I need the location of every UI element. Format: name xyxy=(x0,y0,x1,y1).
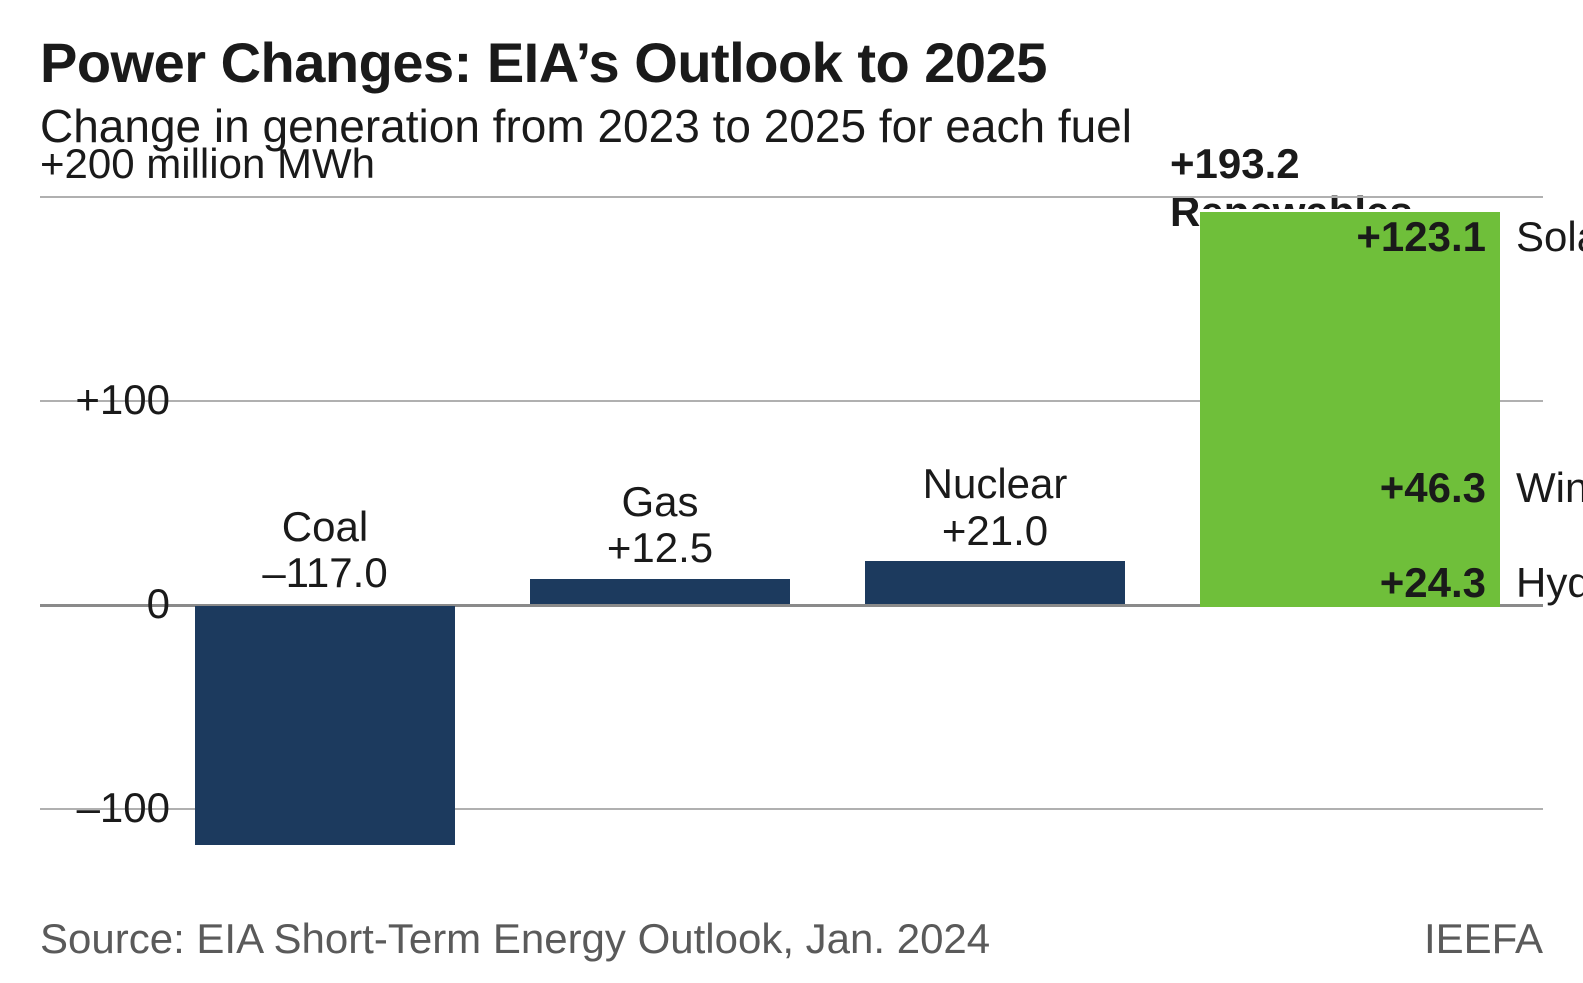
chart-title: Power Changes: EIA’s Outlook to 2025 xyxy=(40,30,1543,95)
y-tick-label: 0 xyxy=(40,580,170,628)
credit-text: IEEFA xyxy=(1424,915,1543,963)
y-tick-label: –100 xyxy=(40,784,170,832)
segment-name-wind: Wind xyxy=(1516,464,1583,512)
segment-value-solar: +123.1 xyxy=(1200,213,1486,261)
bar-name: Coal xyxy=(185,504,465,550)
segment-name-solar: Solar xyxy=(1516,213,1583,261)
bar-value: +12.5 xyxy=(520,525,800,571)
segment-value-hydro: +24.3 xyxy=(1200,559,1486,607)
bar-name: Gas xyxy=(520,479,800,525)
bar-name: Nuclear xyxy=(855,461,1135,507)
renewables-total-value: +193.2 xyxy=(1170,140,1300,187)
segment-value-wind: +46.3 xyxy=(1200,464,1486,512)
chart-plot-area: +1000–100+200 million MWh+193.2 Renewabl… xyxy=(40,180,1543,880)
bar-label-coal: Coal–117.0 xyxy=(185,504,465,596)
y-tick-label: +100 xyxy=(40,376,170,424)
y-axis-caption: +200 million MWh xyxy=(40,140,375,188)
bar-coal xyxy=(195,606,455,845)
segment-name-hydro: Hydro xyxy=(1516,559,1583,607)
bar-value: +21.0 xyxy=(855,508,1135,554)
bar-nuclear xyxy=(865,561,1125,604)
gridline xyxy=(40,196,1543,198)
bar-label-gas: Gas+12.5 xyxy=(520,479,800,571)
bar-gas xyxy=(530,579,790,605)
bar-label-nuclear: Nuclear+21.0 xyxy=(855,461,1135,553)
bar-value: –117.0 xyxy=(185,550,465,596)
source-text: Source: EIA Short-Term Energy Outlook, J… xyxy=(40,915,990,963)
